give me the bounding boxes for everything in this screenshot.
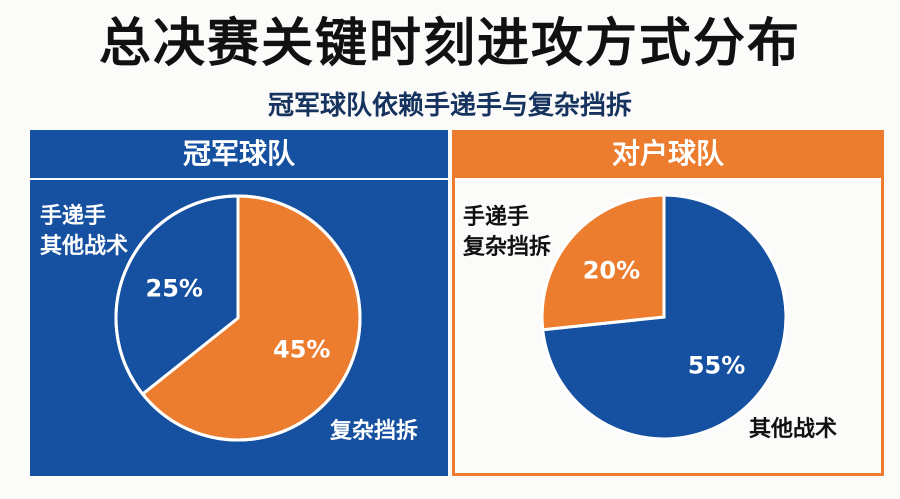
opponent-slice-label-0: 其他战术 xyxy=(749,417,838,442)
champion-slice-label-1: 手递手 其他战术 xyxy=(40,204,129,259)
chart-title: 总决赛关键时刻进攻方式分布 xyxy=(98,14,801,74)
opponent-value-label-0: 55% xyxy=(688,351,745,379)
opponent-pie-outline xyxy=(540,193,788,441)
champion-value-label-0: 45% xyxy=(273,336,330,364)
opponent-pie-chart: 55% 20% xyxy=(540,193,788,441)
opponent-panel-title: 对户球队 xyxy=(452,130,884,178)
champion-pie-chart: 45% 25% xyxy=(114,194,362,442)
champion-pie-outline xyxy=(114,194,362,442)
opponent-slice-label-1: 手递手 复杂挡拆 xyxy=(463,205,552,260)
champion-panel-title: 冠军球队 xyxy=(30,130,448,180)
champion-value-label-1: 25% xyxy=(146,274,203,302)
opponent-value-label-1: 20% xyxy=(583,257,640,285)
chart-subtitle: 冠军球队依赖手递手与复杂挡拆 xyxy=(267,91,632,121)
champion-slice-label-0: 复杂挡拆 xyxy=(330,419,419,444)
champion-panel: 冠军球队 45% 25% 手递手 其他战术 复杂挡拆 xyxy=(30,130,448,476)
opponent-panel: 对户球队 55% 20% 手递手 复杂挡拆 其他战术 xyxy=(452,130,884,476)
